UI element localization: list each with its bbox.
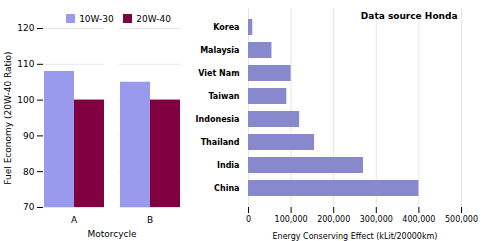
svg-text:Energy Conserving Effect (kLit: Energy Conserving Effect (kLit/20000km) — [273, 232, 438, 241]
svg-text:China: China — [214, 184, 239, 193]
svg-text:500,000: 500,000 — [445, 215, 478, 224]
svg-text:100: 100 — [17, 95, 34, 105]
html-text:20W-40: 20W-40 — [136, 13, 171, 24]
svg-text:90: 90 — [23, 131, 35, 141]
svg-text:Thailand: Thailand — [201, 138, 240, 147]
svg-text:A: A — [71, 215, 78, 225]
svg-text:80: 80 — [23, 167, 35, 177]
svg-text:400,000: 400,000 — [402, 215, 435, 224]
svg-text:B: B — [147, 215, 153, 225]
svg-text:Korea: Korea — [213, 23, 239, 32]
svg-text:300,000: 300,000 — [360, 215, 393, 224]
svg-text:Viet Nam: Viet Nam — [198, 69, 239, 78]
svg-text:Motorcycle: Motorcycle — [87, 229, 137, 239]
svg-text:200,000: 200,000 — [317, 215, 350, 224]
svg-text:70: 70 — [23, 202, 35, 212]
svg-text:100,000: 100,000 — [275, 215, 308, 224]
svg-text:110: 110 — [17, 59, 34, 69]
svg-text:India: India — [217, 161, 240, 170]
svg-text:Data source Honda: Data source Honda — [361, 11, 458, 21]
svg-text:Malaysia: Malaysia — [200, 46, 239, 55]
svg-text:Indonesia: Indonesia — [196, 115, 240, 124]
html-text:10W-30: 10W-30 — [79, 13, 114, 24]
svg-text:Taiwan: Taiwan — [208, 92, 239, 101]
svg-text:Fuel Economy (20W-40 Ratio): Fuel Economy (20W-40 Ratio) — [3, 51, 13, 184]
svg-text:120: 120 — [17, 23, 34, 33]
svg-text:0: 0 — [246, 215, 251, 224]
